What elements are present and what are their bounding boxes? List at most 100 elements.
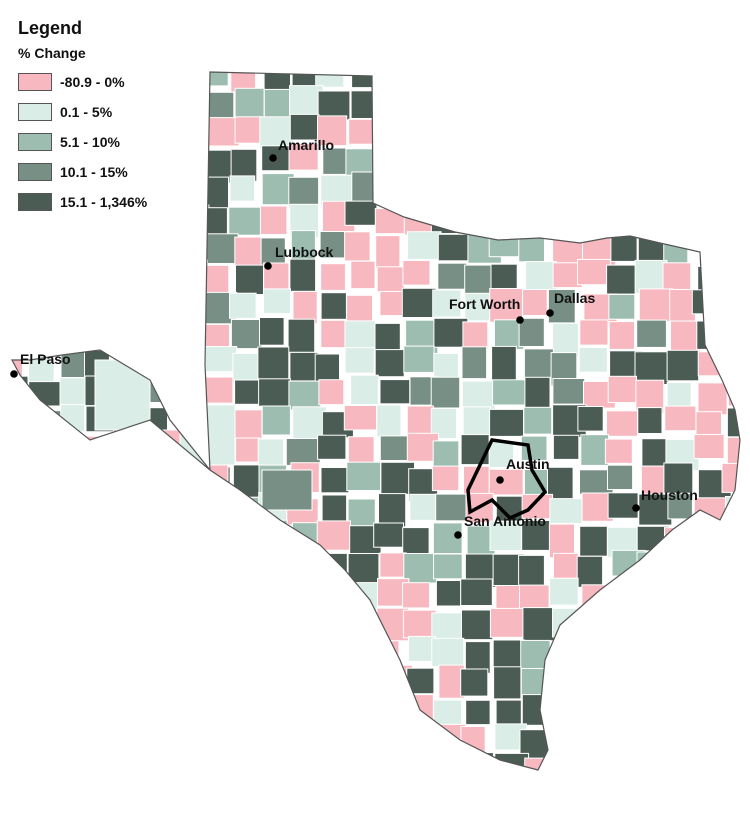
county — [662, 72, 697, 94]
county — [176, 642, 210, 669]
county — [343, 405, 378, 431]
county — [287, 549, 320, 582]
county — [228, 206, 263, 236]
county — [175, 259, 209, 293]
county — [59, 320, 87, 346]
county — [112, 756, 142, 770]
county — [582, 201, 615, 234]
county — [489, 172, 523, 205]
county — [431, 172, 466, 206]
county — [554, 72, 589, 91]
county — [580, 148, 615, 183]
county — [88, 698, 123, 733]
county — [491, 345, 517, 381]
county — [376, 404, 402, 438]
county — [402, 609, 437, 639]
county — [232, 352, 260, 384]
county — [115, 527, 147, 557]
county — [177, 759, 213, 770]
county — [170, 114, 199, 149]
county — [636, 584, 671, 615]
county — [635, 728, 669, 760]
county — [724, 752, 740, 770]
county — [232, 523, 265, 553]
county — [723, 72, 740, 91]
county — [433, 699, 463, 725]
county — [723, 613, 740, 640]
city-label: Houston — [641, 487, 698, 503]
county — [318, 379, 345, 406]
county — [261, 405, 291, 436]
county — [141, 613, 172, 644]
county — [406, 178, 433, 206]
county — [229, 609, 263, 639]
county — [343, 638, 371, 672]
county — [117, 293, 144, 325]
county — [518, 554, 545, 589]
county — [289, 757, 319, 770]
county — [344, 231, 371, 262]
county — [380, 173, 406, 207]
county — [548, 523, 576, 559]
county — [638, 493, 673, 526]
county — [263, 754, 293, 770]
county — [612, 756, 646, 770]
county — [28, 294, 57, 325]
county — [492, 379, 527, 406]
county — [491, 91, 519, 120]
county — [407, 72, 436, 90]
county — [431, 637, 465, 668]
county — [99, 439, 156, 531]
county — [728, 90, 740, 117]
county — [637, 202, 664, 237]
county — [636, 174, 669, 209]
county — [89, 464, 123, 491]
county — [492, 142, 524, 175]
county — [318, 724, 352, 752]
county — [460, 434, 490, 466]
county — [379, 72, 409, 87]
county — [344, 347, 375, 374]
county — [12, 696, 32, 723]
legend-swatch — [18, 163, 52, 181]
county — [143, 667, 174, 696]
county — [637, 700, 670, 734]
county — [142, 288, 171, 324]
county — [146, 206, 179, 239]
county — [606, 410, 638, 437]
county — [203, 376, 234, 404]
county — [175, 465, 205, 496]
county — [86, 258, 120, 293]
county — [320, 319, 348, 349]
city-dot — [10, 370, 18, 378]
county — [460, 668, 489, 697]
county — [605, 672, 631, 702]
county — [290, 728, 319, 755]
county — [582, 695, 613, 721]
county — [147, 492, 178, 523]
county — [206, 523, 234, 558]
county — [466, 119, 497, 154]
county — [170, 350, 202, 376]
county — [55, 468, 86, 496]
county — [289, 113, 320, 141]
county — [227, 669, 259, 699]
county — [721, 352, 740, 385]
county — [286, 786, 319, 811]
county — [12, 554, 34, 582]
county — [433, 553, 463, 580]
county — [200, 72, 229, 87]
county — [695, 637, 727, 670]
county — [344, 200, 378, 226]
county — [320, 292, 347, 320]
county — [610, 636, 641, 665]
county — [83, 550, 118, 584]
county — [434, 84, 464, 112]
county — [263, 288, 291, 315]
county — [666, 697, 699, 729]
county — [234, 87, 265, 120]
county — [26, 522, 57, 556]
county — [32, 410, 62, 442]
county — [639, 784, 670, 809]
county — [521, 694, 549, 726]
